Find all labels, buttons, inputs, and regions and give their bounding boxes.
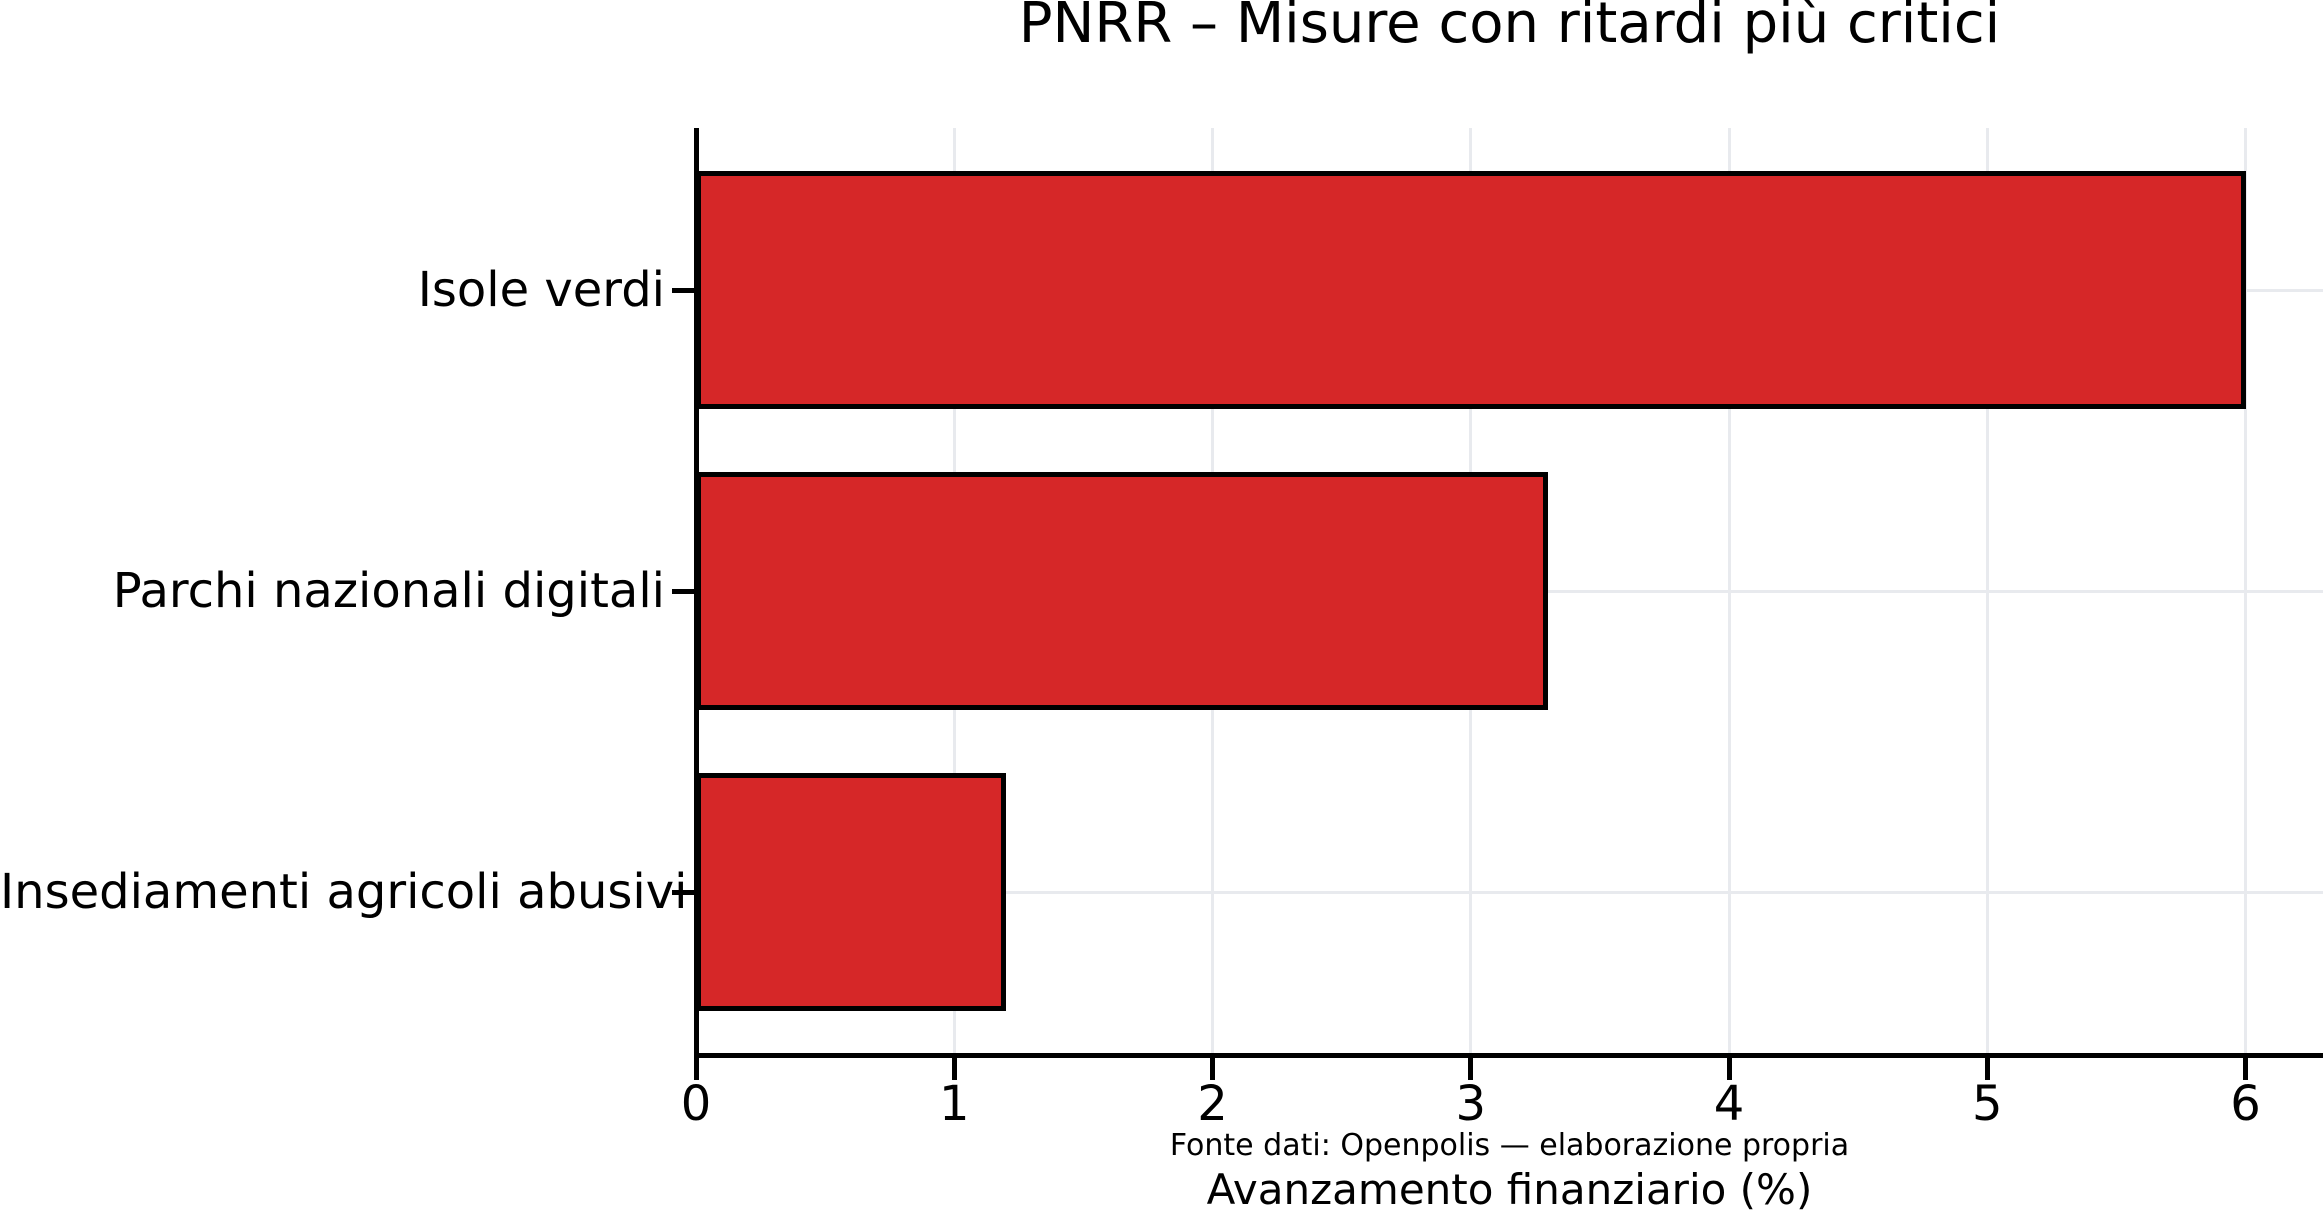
x-tick-mark-3 bbox=[1468, 1053, 1474, 1080]
x-axis-spine bbox=[694, 1053, 2323, 1058]
gridline-y-2 bbox=[696, 890, 2323, 894]
bar bbox=[696, 472, 1549, 710]
x-tick-mark-0 bbox=[693, 1053, 699, 1080]
x-tick-label-3: 3 bbox=[1455, 1076, 1487, 1132]
y-tick-mark-1 bbox=[672, 588, 696, 594]
y-category-label: Insediamenti agricoli abusivi bbox=[0, 864, 688, 920]
y-tick-mark-2 bbox=[672, 889, 696, 895]
x-tick-mark-6 bbox=[2243, 1053, 2249, 1080]
x-tick-label-2: 2 bbox=[1197, 1076, 1228, 1132]
x-axis-title: Avanzamento finanziario (%) bbox=[1206, 1165, 1813, 1214]
x-tick-label-0: 0 bbox=[680, 1076, 712, 1132]
bar bbox=[696, 773, 1006, 1011]
x-tick-mark-1 bbox=[951, 1053, 957, 1080]
bar bbox=[696, 171, 2246, 409]
y-tick-mark-0 bbox=[672, 287, 696, 293]
x-tick-mark-4 bbox=[1726, 1053, 1732, 1080]
x-tick-label-1: 1 bbox=[938, 1076, 970, 1132]
source-caption: Fonte dati: Openpolis — elaborazione pro… bbox=[1169, 1128, 1850, 1163]
x-tick-mark-5 bbox=[1984, 1053, 1990, 1080]
x-tick-label-4: 4 bbox=[1713, 1076, 1745, 1132]
y-axis-spine bbox=[694, 128, 699, 1058]
y-category-label: Parchi nazionali digitali bbox=[112, 563, 665, 619]
y-category-label: Isole verdi bbox=[417, 262, 665, 318]
x-tick-mark-2 bbox=[1210, 1053, 1215, 1080]
chart-title: PNRR – Misure con ritardi più critici bbox=[1018, 0, 2001, 56]
x-tick-label-6: 6 bbox=[2230, 1076, 2261, 1132]
x-tick-label-5: 5 bbox=[1971, 1076, 2003, 1132]
